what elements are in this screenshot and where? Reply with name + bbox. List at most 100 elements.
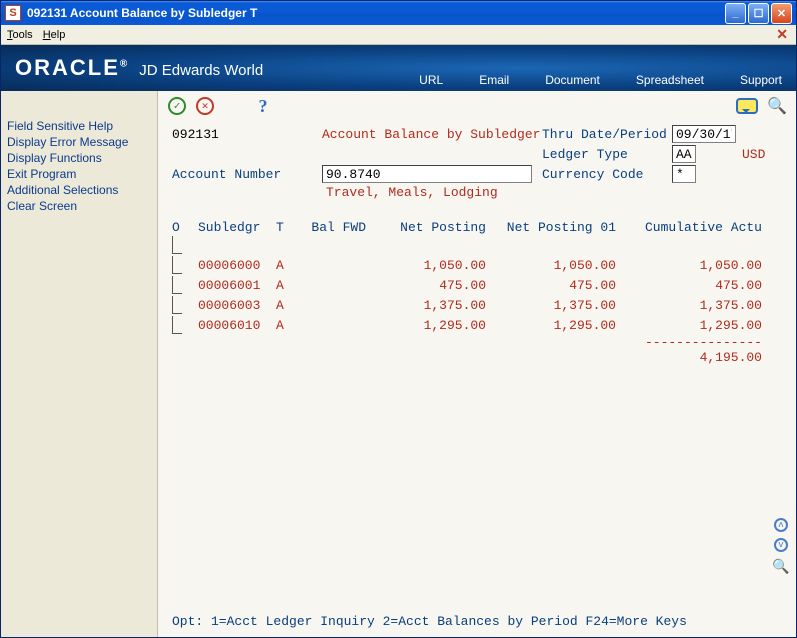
cell-subledger: 00006010 — [198, 318, 276, 333]
table-row: 00006000 A 1,050.00 1,050.00 1,050.00 — [172, 255, 782, 275]
toolbar: ✓ ✕ ? 🔍 — [158, 91, 796, 121]
app-icon: S — [5, 5, 21, 21]
titlebar: S 092131 Account Balance by Subledger T … — [1, 1, 796, 25]
table-row: 00006003 A 1,375.00 1,375.00 1,375.00 — [172, 295, 782, 315]
separator-row: --------------- — [172, 335, 782, 350]
banner-link-support[interactable]: Support — [740, 73, 782, 87]
account-number-label: Account Number — [172, 167, 322, 182]
window-buttons: _ ☐ ✕ — [725, 3, 792, 24]
sidebar-item-field-sensitive-help[interactable]: Field Sensitive Help — [7, 119, 151, 134]
cancel-icon[interactable]: ✕ — [196, 97, 214, 115]
sidebar-item-display-error-message[interactable]: Display Error Message — [7, 135, 151, 150]
cell-net-posting: 475.00 — [366, 278, 486, 293]
col-cumulative: Cumulative Actu — [616, 220, 762, 235]
close-button[interactable]: ✕ — [771, 3, 792, 24]
menu-logo-icon: ✕ — [776, 26, 788, 43]
cell-net-posting: 1,375.00 — [366, 298, 486, 313]
scroll-down-icon[interactable]: v — [774, 538, 788, 552]
program-title: Account Balance by Subledger — [322, 127, 542, 142]
cell-net-posting-01: 1,295.00 — [486, 318, 616, 333]
thru-date-label: Thru Date/Period — [542, 127, 672, 142]
window-title: 092131 Account Balance by Subledger T — [27, 6, 725, 20]
footer: Opt: 1=Acct Ledger Inquiry 2=Acct Balanc… — [158, 606, 796, 637]
dash-line: --------------- — [616, 335, 762, 350]
app-window: S 092131 Account Balance by Subledger T … — [0, 0, 797, 638]
banner-link-email[interactable]: Email — [479, 73, 509, 87]
cell-subledger: 00006000 — [198, 258, 276, 273]
brand-product: JD Edwards World — [139, 62, 263, 79]
row-handle[interactable] — [172, 296, 198, 314]
menubar: Tools Help ✕ — [1, 25, 796, 45]
row-handle[interactable] — [172, 236, 198, 254]
ledger-currency: USD — [742, 147, 782, 162]
cell-subledger: 00006001 — [198, 278, 276, 293]
cell-t: A — [276, 298, 294, 313]
message-icon[interactable] — [736, 98, 758, 114]
col-net-posting-01: Net Posting 01 — [486, 220, 616, 235]
cell-subledger: 00006003 — [198, 298, 276, 313]
cell-net-posting-01: 475.00 — [486, 278, 616, 293]
ledger-type-label: Ledger Type — [542, 147, 672, 162]
table-row — [172, 235, 782, 255]
side-nav: Field Sensitive Help Display Error Messa… — [1, 91, 157, 637]
table-row: 00006001 A 475.00 475.00 475.00 — [172, 275, 782, 295]
cell-t: A — [276, 318, 294, 333]
row-handle[interactable] — [172, 316, 198, 334]
col-net-posting: Net Posting — [366, 220, 486, 235]
help-icon[interactable]: ? — [254, 97, 272, 115]
sidebar-item-clear-screen[interactable]: Clear Screen — [7, 199, 151, 214]
brand-oracle: ORACLE® — [15, 55, 129, 81]
sidebar-item-exit-program[interactable]: Exit Program — [7, 167, 151, 182]
ok-icon[interactable]: ✓ — [168, 97, 186, 115]
row-handle[interactable] — [172, 256, 198, 274]
cell-net-posting-01: 1,050.00 — [486, 258, 616, 273]
currency-code-input[interactable] — [672, 165, 696, 183]
scroll-up-icon[interactable]: ʌ — [774, 518, 788, 532]
brand-banner: ORACLE® JD Edwards World URL Email Docum… — [1, 45, 796, 91]
cell-cumulative: 1,050.00 — [616, 258, 762, 273]
col-bal-fwd: Bal FWD — [294, 220, 366, 235]
total-value: 4,195.00 — [616, 350, 762, 365]
cell-net-posting: 1,050.00 — [366, 258, 486, 273]
col-subledger: Subledgr — [198, 220, 276, 235]
program-code: 092131 — [172, 127, 322, 142]
footer-text: Opt: 1=Acct Ledger Inquiry 2=Acct Balanc… — [172, 614, 687, 629]
banner-link-spreadsheet[interactable]: Spreadsheet — [636, 73, 704, 87]
table-header: O Subledgr T Bal FWD Net Posting Net Pos… — [172, 220, 782, 235]
cell-cumulative: 1,295.00 — [616, 318, 762, 333]
header-grid: 092131 Account Balance by Subledger Thru… — [172, 125, 782, 200]
cell-net-posting: 1,295.00 — [366, 318, 486, 333]
side-controls: ʌ v 🔍 — [772, 518, 790, 576]
cell-t: A — [276, 278, 294, 293]
sidebar-item-display-functions[interactable]: Display Functions — [7, 151, 151, 166]
currency-code-label: Currency Code — [542, 167, 672, 182]
thru-date-input[interactable] — [672, 125, 736, 143]
banner-link-url[interactable]: URL — [419, 73, 443, 87]
total-row: 4,195.00 — [172, 350, 782, 365]
zoom-icon[interactable]: 🔍 — [772, 558, 790, 576]
cell-cumulative: 1,375.00 — [616, 298, 762, 313]
toolbar-right: 🔍 — [736, 97, 786, 115]
form-area: 092131 Account Balance by Subledger Thru… — [158, 121, 796, 606]
banner-links: URL Email Document Spreadsheet Support — [419, 73, 782, 87]
sidebar-item-additional-selections[interactable]: Additional Selections — [7, 183, 151, 198]
row-handle[interactable] — [172, 276, 198, 294]
brand: ORACLE® JD Edwards World — [15, 55, 263, 81]
data-table: O Subledgr T Bal FWD Net Posting Net Pos… — [172, 220, 782, 365]
banner-link-document[interactable]: Document — [545, 73, 600, 87]
minimize-button[interactable]: _ — [725, 3, 746, 24]
col-o: O — [172, 220, 198, 235]
account-number-input[interactable] — [322, 165, 532, 183]
account-desc: Travel, Meals, Lodging — [322, 185, 542, 200]
cell-t: A — [276, 258, 294, 273]
table-row: 00006010 A 1,295.00 1,295.00 1,295.00 — [172, 315, 782, 335]
search-icon[interactable]: 🔍 — [768, 97, 786, 115]
maximize-button[interactable]: ☐ — [748, 3, 769, 24]
content-pane: ✓ ✕ ? 🔍 092131 Account Balance by Subled… — [157, 91, 796, 637]
col-t: T — [276, 220, 294, 235]
cell-cumulative: 475.00 — [616, 278, 762, 293]
body: Field Sensitive Help Display Error Messa… — [1, 91, 796, 637]
ledger-type-input[interactable] — [672, 145, 696, 163]
menu-tools[interactable]: Tools — [7, 29, 33, 41]
menu-help[interactable]: Help — [43, 29, 66, 41]
